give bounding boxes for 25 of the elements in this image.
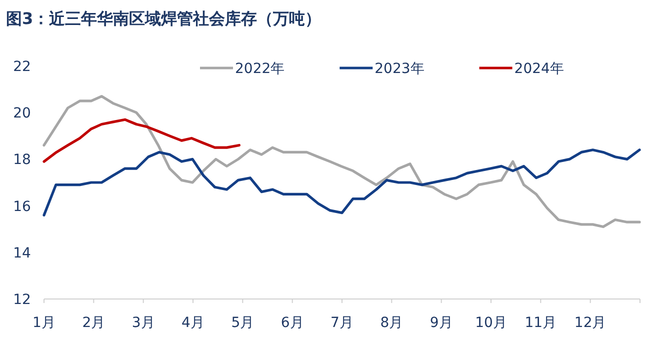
line-series xyxy=(42,118,240,163)
x-tick-label: 6月 xyxy=(280,315,304,331)
x-tick-label: 7月 xyxy=(330,315,354,331)
legend-label: 2023年 xyxy=(374,61,424,77)
y-tick-label: 12 xyxy=(13,292,31,308)
x-tick-label: 11月 xyxy=(524,315,557,331)
x-tick-label: 9月 xyxy=(430,315,453,331)
y-tick-label: 20 xyxy=(13,106,31,122)
x-tick-label: 4月 xyxy=(182,315,204,331)
x-tick-label: 8月 xyxy=(380,315,404,331)
x-tick-label: 12月 xyxy=(574,315,606,331)
x-tick-label: 1月 xyxy=(32,315,56,331)
chart-title: 图3：近三年华南区域焊管社会库存（万吨） xyxy=(6,9,322,28)
y-tick-label: 22 xyxy=(13,59,31,75)
x-tick-label: 5月 xyxy=(231,315,254,331)
x-tick-label: 3月 xyxy=(132,315,155,331)
x-tick-label: 10月 xyxy=(475,315,507,331)
line-series xyxy=(42,148,641,216)
x-tick-label: 2月 xyxy=(82,315,106,331)
legend-label: 2022年 xyxy=(235,61,285,77)
y-tick-label: 18 xyxy=(13,152,31,168)
y-tick-label: 14 xyxy=(13,245,31,262)
legend-label: 2024年 xyxy=(514,61,564,77)
y-tick-label: 16 xyxy=(13,198,31,215)
line-series xyxy=(42,94,641,228)
